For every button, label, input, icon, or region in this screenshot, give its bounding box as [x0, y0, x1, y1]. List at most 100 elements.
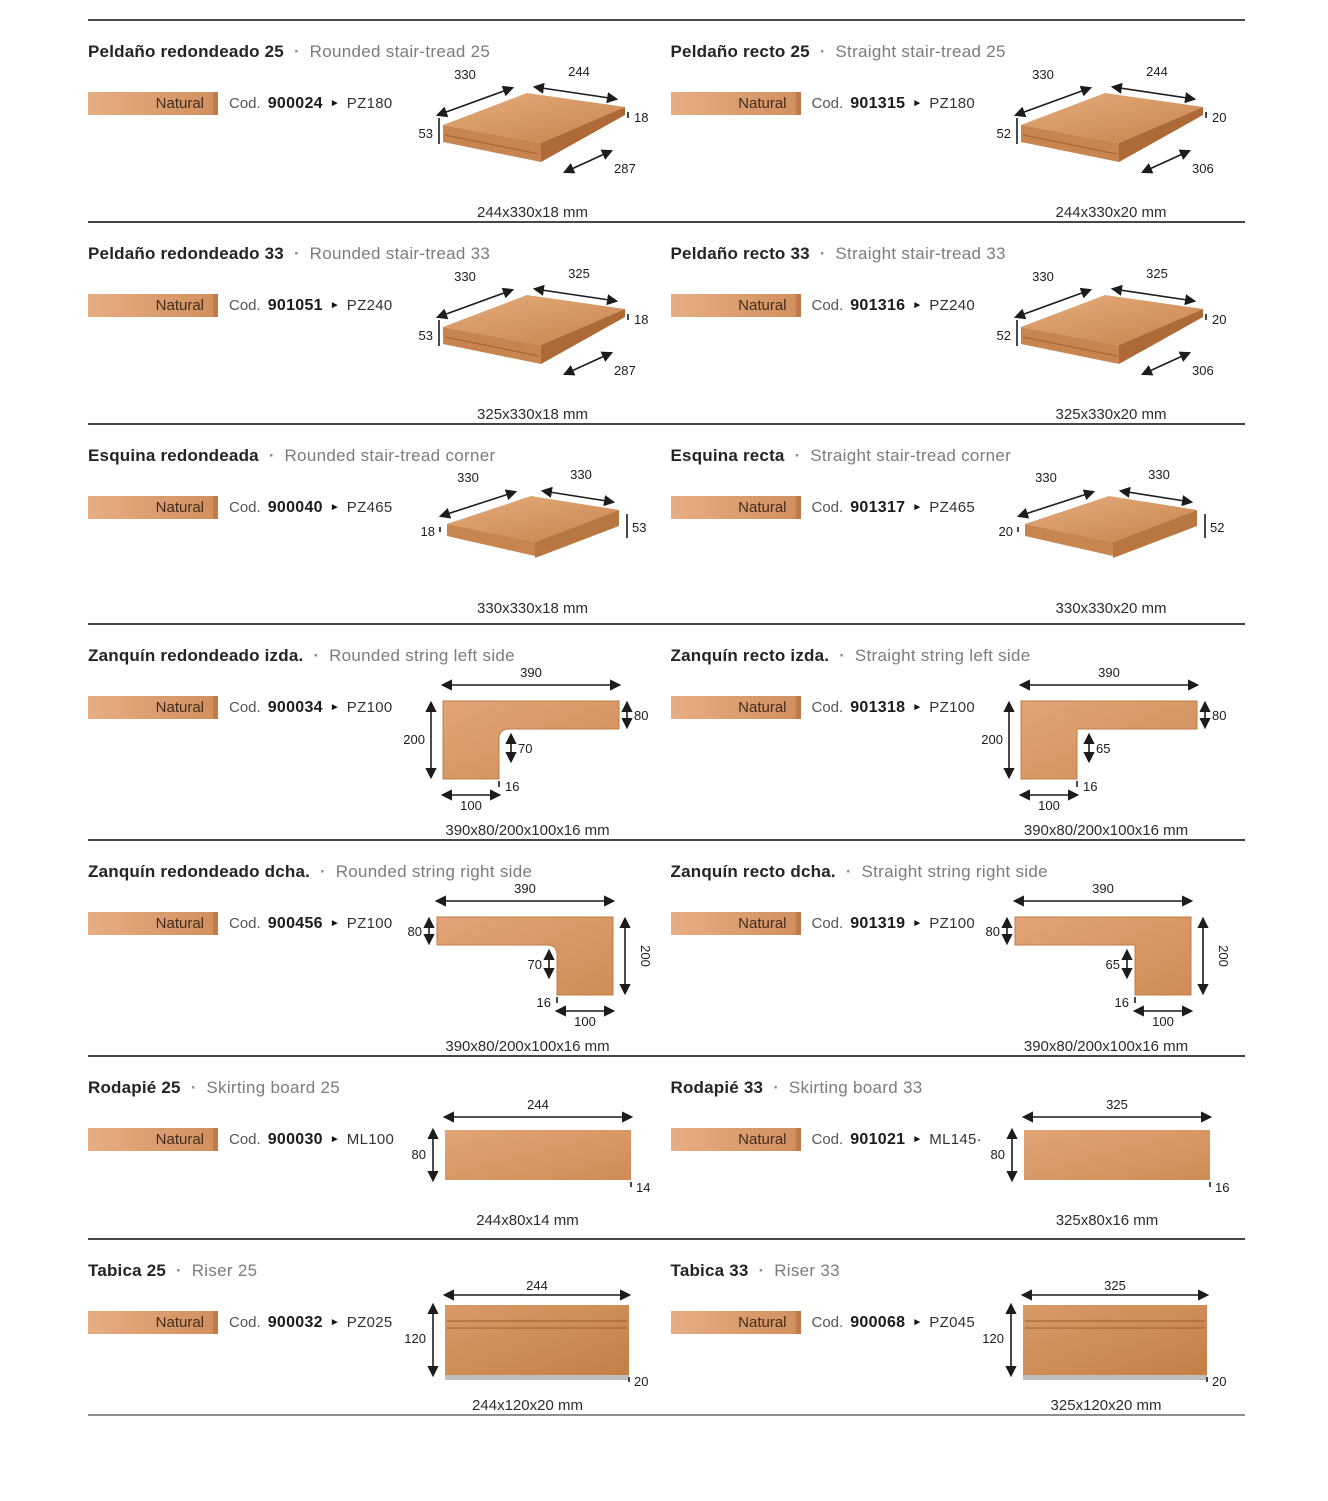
dimension-label: 390 [1092, 882, 1114, 896]
product-name-es: Rodapié 33 [670, 1078, 764, 1097]
board-diagram: 244 80 14 [411, 1098, 650, 1195]
product-name-es: Zanquín redondeado dcha. [88, 862, 311, 881]
product-title: Zanquín recto izda. · Straight string le… [671, 646, 1246, 666]
dimension-label: 80 [634, 708, 648, 723]
dimension-label: 80 [986, 924, 1000, 939]
triangle-right-icon: ► [912, 98, 923, 109]
size-caption: 325x120x20 mm [1050, 1397, 1162, 1414]
title-dot: · [320, 862, 326, 881]
tile-groove [1022, 336, 1118, 357]
dimension-label: 244 [1146, 64, 1168, 79]
title-dot: · [293, 244, 300, 263]
cod-value: 900030 [267, 1130, 323, 1148]
cod-value: 900024 [267, 94, 323, 112]
tile-shadow [444, 1375, 629, 1380]
product-code: Cod. 900032 ► PZ025 [229, 1314, 393, 1332]
dimension-label: 244 [526, 1281, 548, 1293]
corner-diagram: 330 330 20 52 [999, 467, 1224, 558]
tile-top-face [1021, 295, 1203, 345]
tile-shape [436, 916, 613, 996]
product-name-en: Straight stair-tread 33 [835, 244, 1006, 263]
product-info: Natural Cod. 901051 ► PZ240 [88, 294, 393, 317]
product-name-en: Rounded stair-tread corner [284, 446, 496, 465]
tile-groove [1022, 134, 1118, 155]
product-name-es: Tabica 33 [670, 1261, 749, 1280]
swatch-label: Natural [155, 699, 204, 716]
product-name-es: Tabica 25 [88, 1261, 167, 1280]
product-title: Rodapié 33 · Skirting board 33 [671, 1078, 1246, 1098]
product-figure: 330 325 18 53 287 325x330x18 mm [413, 264, 653, 423]
string-right-diagram: 390 80 200 70 16 100 [407, 882, 652, 1029]
cod-label: Cod. [811, 915, 844, 932]
product-title: Esquina recta · Straight stair-tread cor… [671, 446, 1246, 466]
tile-shape [444, 1130, 631, 1180]
product-name-en: Straight stair-tread 25 [835, 42, 1006, 61]
product-title: Zanquín recto dcha. · Straight string ri… [671, 862, 1246, 882]
product-info: Natural Cod. 901316 ► PZ240 [670, 294, 976, 317]
dimension-arrow [562, 351, 613, 376]
cod-value: 900034 [267, 698, 323, 716]
size-caption: 390x80/200x100x16 mm [445, 822, 610, 839]
tile-side-face [540, 309, 625, 364]
product-figure: 390 80 200 70 16 100 390x80/200x100x16 m… [403, 666, 653, 839]
triangle-right-icon: ► [912, 1134, 923, 1145]
product-figure: 390 80 200 65 16 100 390x80/200x100x16 m… [981, 882, 1231, 1055]
tile-top-face [1025, 496, 1197, 542]
size-caption: 390x80/200x100x16 mm [445, 1038, 610, 1055]
product-figure: 330 330 18 53 330x330x18 mm [413, 466, 653, 617]
board-diagram: 325 80 16 [991, 1098, 1230, 1195]
riser-diagram: 325 120 20 [982, 1281, 1226, 1389]
title-dot: · [845, 862, 852, 881]
dimension-label: 16 [505, 779, 519, 794]
tile-top-face [442, 93, 625, 143]
size-caption: 244x330x18 mm [477, 204, 588, 221]
product-card: Zanquín redondeado izda. · Rounded strin… [88, 625, 667, 839]
product-code: Cod. 900024 ► PZ180 [229, 95, 393, 113]
cod-label: Cod. [229, 1131, 261, 1148]
tile-front-face [446, 524, 535, 556]
dimension-label: 325 [1106, 1098, 1128, 1112]
tread-diagram: 330 325 20 52 306 [997, 266, 1227, 378]
size-caption: 325x330x20 mm [1055, 406, 1167, 423]
dimension-label: 52 [997, 328, 1011, 343]
dimension-label: 330 [454, 269, 476, 284]
title-dot: · [268, 446, 275, 465]
title-dot: · [293, 42, 300, 61]
top-rule [88, 19, 1245, 21]
swatch-label: Natural [738, 1314, 787, 1331]
size-caption: 325x80x16 mm [1055, 1212, 1159, 1229]
tile-shape [1023, 1305, 1207, 1375]
triangle-right-icon: ► [912, 300, 923, 311]
dimension-label: 53 [632, 520, 646, 535]
color-swatch: Natural [88, 696, 218, 719]
cod-value: 901318 [850, 698, 906, 716]
product-figure: 330 325 20 52 306 325x330x20 mm [991, 264, 1231, 423]
cod-label: Cod. [229, 297, 261, 314]
product-figure: 325 120 20 325x120x20 mm [981, 1281, 1231, 1414]
title-dot: · [839, 646, 845, 665]
product-title: Tabica 33 · Riser 33 [671, 1261, 1246, 1281]
dimension-label: 16 [536, 995, 550, 1010]
dimension-label: 330 [1032, 67, 1054, 82]
color-swatch: Natural [670, 1128, 801, 1151]
tread-diagram: 330 244 18 53 287 [418, 64, 648, 176]
product-title: Peldaño recto 25 · Straight stair-tread … [671, 42, 1246, 62]
triangle-right-icon: ► [329, 98, 340, 109]
color-swatch: Natural [88, 1128, 218, 1151]
product-name-es: Rodapié 25 [88, 1078, 181, 1097]
tile-front-face [1025, 524, 1113, 556]
product-code: Cod. 901318 ► PZ100 [812, 699, 976, 717]
product-card: Peldaño recto 25 · Straight stair-tread … [667, 21, 1246, 221]
product-info: Natural Cod. 901021 ► ML145· [670, 1128, 982, 1151]
product-card: Peldaño recto 33 · Straight stair-tread … [667, 223, 1246, 423]
dimension-label: 20 [1212, 1374, 1226, 1389]
ref-code: PZ100 [346, 699, 393, 716]
dimension-label: 80 [407, 924, 421, 939]
product-title: Zanquín redondeado dcha. · Rounded strin… [88, 862, 667, 882]
size-caption: 244x330x20 mm [1055, 204, 1167, 221]
cod-label: Cod. [811, 499, 844, 516]
product-figure: 330 244 20 52 306 244x330x20 mm [991, 62, 1231, 221]
dimension-arrow [1013, 85, 1093, 118]
product-code: Cod. 901315 ► PZ180 [812, 95, 976, 113]
cod-label: Cod. [811, 95, 844, 112]
